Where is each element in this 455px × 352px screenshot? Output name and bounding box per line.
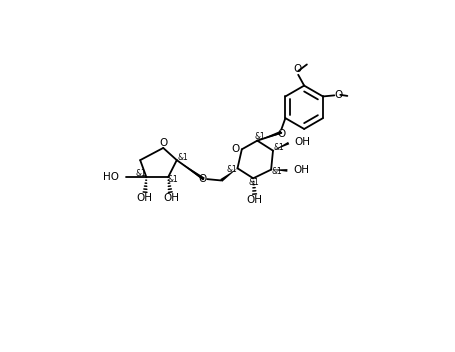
Text: &1: &1 [135,169,146,178]
Polygon shape [257,131,281,141]
Polygon shape [271,169,287,172]
Text: &1: &1 [254,132,265,141]
Text: O: O [334,90,342,100]
Polygon shape [220,168,237,182]
Text: O: O [276,130,284,139]
Text: OH: OH [163,193,179,202]
Text: &1: &1 [273,144,284,152]
Text: O: O [198,174,207,184]
Text: O: O [293,64,301,74]
Text: &1: &1 [167,175,178,184]
Text: &1: &1 [226,165,237,174]
Text: &1: &1 [248,178,259,187]
Text: OH: OH [294,137,310,147]
Text: &1: &1 [177,153,188,163]
Text: OH: OH [136,193,152,202]
Text: HO: HO [103,172,119,182]
Text: O: O [159,138,167,148]
Polygon shape [273,142,288,151]
Text: OH: OH [246,195,262,205]
Text: O: O [231,144,239,154]
Polygon shape [177,160,204,181]
Text: OH: OH [293,165,308,175]
Text: &1: &1 [271,167,281,176]
